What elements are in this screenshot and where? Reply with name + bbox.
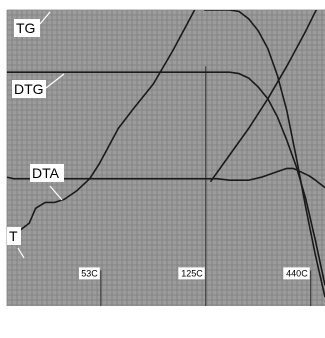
label-leader-line [17, 247, 25, 259]
temperature-marker-label: 53C [81, 268, 98, 278]
curve-label-background [14, 19, 40, 37]
label-leader-lines [17, 11, 65, 259]
curve-label-dta: DTA [32, 165, 60, 181]
curve-label-background [30, 164, 64, 182]
curve-tg [204, 10, 325, 298]
label-leader-line [49, 185, 63, 201]
temperature-marker-label: 440C [286, 268, 308, 278]
curve-label-background [7, 227, 21, 245]
label-leader-line [39, 11, 51, 25]
curve-label-dtg: DTG [14, 81, 44, 97]
curves [7, 10, 325, 298]
curve-rising [209, 10, 318, 183]
curve-labels: TG DTG DTA T [7, 19, 64, 245]
curve-t [7, 10, 196, 233]
curve-dta [7, 167, 325, 189]
label-leader-line [45, 73, 65, 89]
curve-dtg [7, 71, 325, 286]
temperature-marker-lines: 53C 125C 440C [79, 66, 312, 306]
grid-lines [6, 9, 325, 306]
curve-label-tg: TG [16, 20, 35, 36]
temperature-label-background [283, 267, 310, 280]
temperature-label-background [178, 267, 205, 280]
curve-label-background [12, 80, 46, 98]
curve-label-t: T [9, 228, 18, 244]
temperature-marker-label: 125C [181, 268, 203, 278]
temperature-label-background [79, 267, 100, 280]
